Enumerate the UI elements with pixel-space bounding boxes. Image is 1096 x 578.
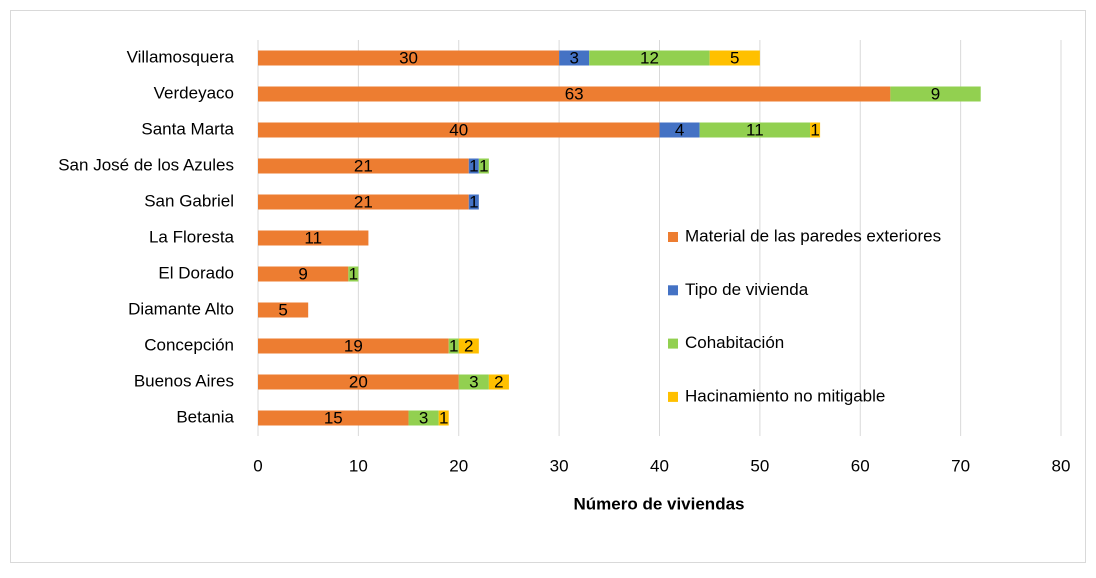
- bar-segment: [438, 410, 449, 426]
- x-tick-label: 50: [750, 456, 769, 475]
- bar-segment: [488, 374, 509, 390]
- bar-segment: [468, 158, 479, 174]
- bar-segment: [258, 338, 449, 354]
- y-tick-label: San Gabriel: [144, 191, 234, 210]
- data-label: 1: [439, 408, 448, 427]
- bar-segment: [659, 122, 700, 138]
- data-label: 2: [464, 336, 473, 355]
- bar-segment: [589, 50, 710, 66]
- bar-segment: [258, 410, 409, 426]
- y-tick-label: Verdeyaco: [154, 83, 234, 102]
- bar-segment: [258, 194, 469, 210]
- x-tick-label: 80: [1052, 456, 1071, 475]
- y-tick-label: San José de los Azules: [58, 155, 234, 174]
- bar-segment: [458, 374, 489, 390]
- x-axis-title: Número de viviendas: [573, 494, 744, 513]
- data-label: 15: [324, 408, 343, 427]
- x-tick-label: 60: [851, 456, 870, 475]
- data-label: 9: [931, 84, 940, 103]
- y-tick-label: Santa Marta: [141, 119, 234, 138]
- bar-segment: [478, 158, 489, 174]
- bar-segment: [258, 122, 660, 138]
- legend-label: Material de las paredes exteriores: [685, 226, 941, 245]
- data-label: 11: [746, 120, 764, 139]
- data-label: 3: [469, 372, 478, 391]
- data-label: 19: [344, 336, 363, 355]
- data-label: 1: [469, 156, 478, 175]
- y-tick-label: Concepción: [144, 335, 234, 354]
- legend-swatch: [668, 285, 678, 296]
- legend-label: Hacinamiento no mitigable: [685, 386, 885, 405]
- data-label: 1: [469, 192, 478, 211]
- data-label: 1: [479, 156, 488, 175]
- data-label: 2: [494, 372, 503, 391]
- bar-segment: [258, 230, 369, 246]
- bar-segment: [468, 194, 479, 210]
- data-label: 9: [298, 264, 307, 283]
- x-tick-label: 20: [449, 456, 468, 475]
- bar-segment: [559, 50, 590, 66]
- legend-swatch: [668, 391, 678, 402]
- bar-segment: [348, 266, 359, 282]
- bar-segment: [810, 122, 821, 138]
- data-label: 1: [810, 120, 819, 139]
- chart-border: [10, 10, 1086, 563]
- x-tick-label: 10: [349, 456, 368, 475]
- bar-segment: [709, 50, 760, 66]
- bar-segment: [448, 338, 459, 354]
- y-tick-label: Villamosquera: [127, 47, 235, 66]
- bar-segment: [890, 86, 981, 102]
- bar-segment: [258, 86, 891, 102]
- bar-segment: [408, 410, 439, 426]
- data-label: 63: [565, 84, 584, 103]
- data-label: 12: [640, 48, 659, 67]
- x-tick-label: 0: [253, 456, 262, 475]
- data-label: 11: [304, 228, 322, 247]
- legend-label: Cohabitación: [685, 333, 784, 352]
- bar-segment: [258, 266, 349, 282]
- legend-swatch: [668, 232, 678, 242]
- data-label: 40: [449, 120, 468, 139]
- y-tick-label: Diamante Alto: [128, 299, 234, 318]
- y-tick-label: El Dorado: [158, 263, 234, 282]
- y-tick-label: Buenos Aires: [134, 371, 234, 390]
- bar-segment: [258, 302, 309, 318]
- data-label: 4: [675, 120, 684, 139]
- bar-segment: [258, 50, 560, 66]
- data-label: 21: [354, 156, 373, 175]
- data-label: 3: [419, 408, 428, 427]
- y-tick-label: Betania: [176, 407, 234, 426]
- data-label: 1: [349, 264, 358, 283]
- y-tick-label: La Floresta: [149, 227, 235, 246]
- data-label: 1: [449, 336, 458, 355]
- x-tick-label: 70: [951, 456, 970, 475]
- bar-segment: [258, 158, 469, 174]
- bar-segment: [699, 122, 811, 138]
- data-label: 20: [349, 372, 368, 391]
- legend-swatch: [668, 338, 678, 349]
- data-label: 3: [569, 48, 578, 67]
- data-label: 5: [730, 48, 739, 67]
- data-label: 5: [278, 300, 287, 319]
- legend-label: Tipo de vivienda: [685, 280, 809, 299]
- x-tick-label: 30: [550, 456, 569, 475]
- data-label: 30: [399, 48, 418, 67]
- bar-segment: [258, 374, 459, 390]
- bar-segment: [458, 338, 479, 354]
- x-tick-label: 40: [650, 456, 669, 475]
- data-label: 21: [354, 192, 373, 211]
